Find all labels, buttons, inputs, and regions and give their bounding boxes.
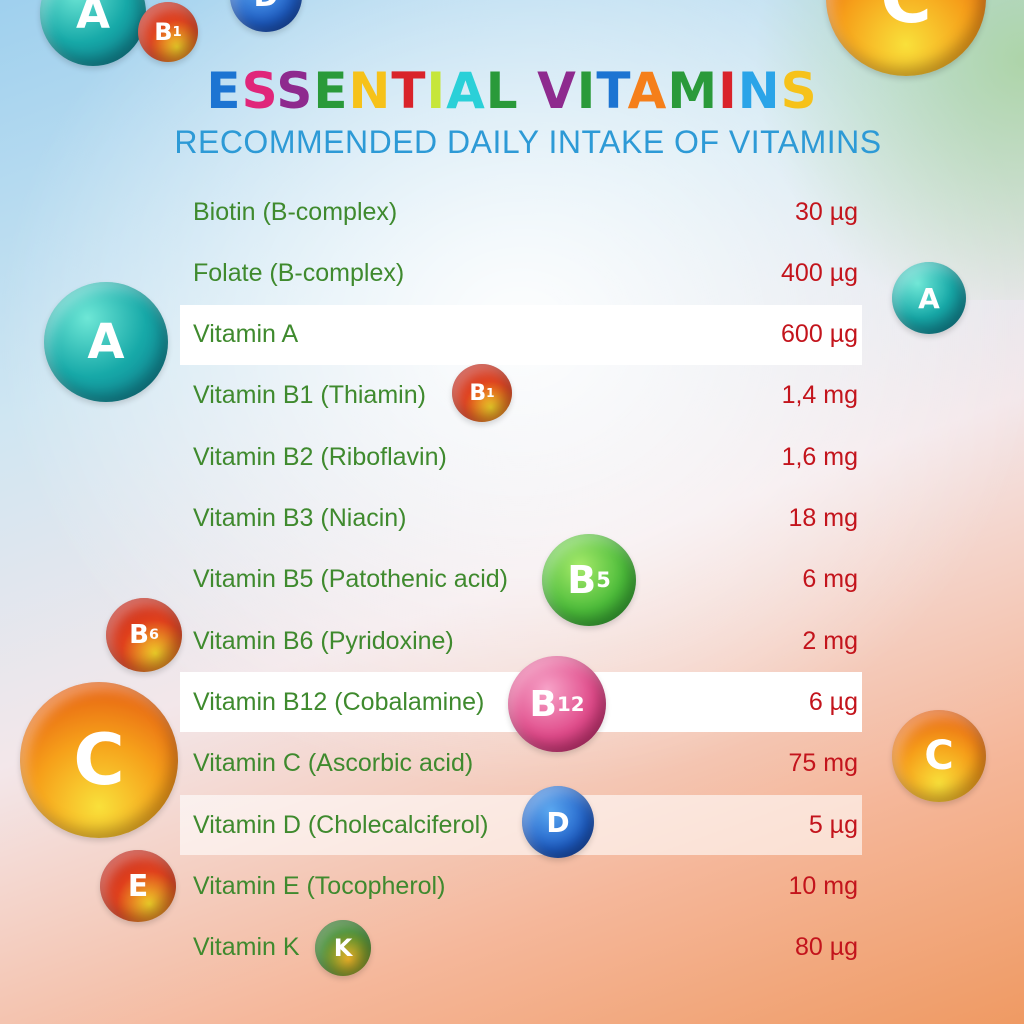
table-row: Folate (B-complex) 400 µg xyxy=(180,243,862,303)
vitamin-name: Vitamin B5 (Patothenic acid) xyxy=(193,565,508,594)
vitamin-c-bubble-icon: C xyxy=(892,710,986,802)
table-row: Vitamin B1 (Thiamin) 1,4 mg xyxy=(180,366,862,426)
vitamin-a-bubble-icon: A xyxy=(892,262,966,334)
vitamin-d-bubble-icon: D xyxy=(230,0,302,32)
title-letter: I xyxy=(426,62,447,120)
daily-intake-amount: 1,4 mg xyxy=(781,381,858,410)
vitamin-name: Folate (B-complex) xyxy=(193,258,405,287)
table-row: Vitamin C (Ascorbic acid) 75 mg xyxy=(180,734,862,794)
title-letter: S xyxy=(276,62,314,120)
daily-intake-amount: 30 µg xyxy=(794,197,858,226)
title-letter xyxy=(519,62,537,120)
table-row: Vitamin K 80 µg xyxy=(180,918,862,978)
daily-intake-amount: 18 mg xyxy=(788,504,858,532)
vitamin-name: Vitamin D (Cholecalciferol) xyxy=(193,810,489,839)
title-letter: T xyxy=(596,62,628,120)
title-letter: S xyxy=(241,62,277,120)
daily-intake-amount: 6 µg xyxy=(808,687,858,716)
daily-intake-amount: 80 µg xyxy=(794,933,858,962)
title-letter: N xyxy=(348,62,392,120)
table-row: Vitamin A 600 µg xyxy=(180,304,862,365)
daily-intake-amount: 75 mg xyxy=(788,749,858,778)
daily-intake-amount: 600 µg xyxy=(781,320,858,349)
vitamin-b12-bubble-icon: B 12 xyxy=(508,656,606,752)
table-row: Vitamin B5 (Patothenic acid) 6 mg xyxy=(180,550,862,610)
table-row: Vitamin D (Cholecalciferol) 5 µg xyxy=(180,795,862,855)
vitamin-name: Vitamin B6 (Pyridoxine) xyxy=(193,626,454,655)
title-letter: I xyxy=(576,62,597,120)
vitamin-k-bubble-icon: K xyxy=(315,920,371,976)
title-letter: E xyxy=(313,62,349,120)
vitamin-name: Vitamin A xyxy=(193,320,299,349)
title-letter: T xyxy=(391,62,427,120)
vitamin-name: Vitamin B3 (Niacin) xyxy=(193,504,407,532)
table-row: Biotin (B-complex) 30 µg xyxy=(180,182,862,242)
vitamin-name: Vitamin B1 (Thiamin) xyxy=(193,381,426,410)
vitamin-a-bubble-icon: A xyxy=(44,282,168,402)
title-letter: V xyxy=(537,62,577,120)
table-row: Vitamin B3 (Niacin) 18 mg xyxy=(180,489,862,549)
daily-intake-amount: 1,6 mg xyxy=(781,442,858,471)
daily-intake-amount: 2 mg xyxy=(802,626,858,655)
vitamin-e-bubble-icon: E xyxy=(100,850,176,922)
vitamin-name: Biotin (B-complex) xyxy=(193,197,398,226)
table-row: Vitamin B6 (Pyridoxine) 2 mg xyxy=(180,611,862,671)
vitamin-name: Vitamin B12 (Cobalamine) xyxy=(193,687,485,716)
vitamin-name: Vitamin E (Tocopherol) xyxy=(193,871,446,900)
title-letter: A xyxy=(446,62,486,120)
title-letter: E xyxy=(206,62,242,120)
title-letter: I xyxy=(718,62,738,120)
title-letter: M xyxy=(667,62,719,120)
page-subtitle: RECOMMENDED DAILY INTAKE OF VITAMINS xyxy=(174,124,882,160)
vitamin-name: Vitamin C (Ascorbic acid) xyxy=(193,749,474,778)
title-letter: L xyxy=(485,62,519,120)
vitamin-a-bubble-icon: A xyxy=(40,0,146,66)
daily-intake-amount: 10 mg xyxy=(788,871,858,900)
vitamin-d-bubble-icon: D xyxy=(522,786,594,858)
page-title: ESSENTIAL VITAMINS xyxy=(0,62,1024,120)
table-row: Vitamin E (Tocopherol) 10 mg xyxy=(180,856,862,916)
title-letter: N xyxy=(737,62,781,120)
table-row: Vitamin B2 (Riboflavin) 1,6 mg xyxy=(180,427,862,487)
vitamin-c-bubble-icon: C xyxy=(20,682,178,838)
daily-intake-amount: 5 µg xyxy=(808,810,858,839)
vitamin-name: Vitamin B2 (Riboflavin) xyxy=(193,442,447,471)
daily-intake-amount: 6 mg xyxy=(802,565,858,594)
daily-intake-amount: 400 µg xyxy=(781,258,858,287)
title-letter: A xyxy=(627,62,668,120)
vitamin-name: Vitamin K xyxy=(193,933,300,962)
title-letter: S xyxy=(780,62,818,120)
